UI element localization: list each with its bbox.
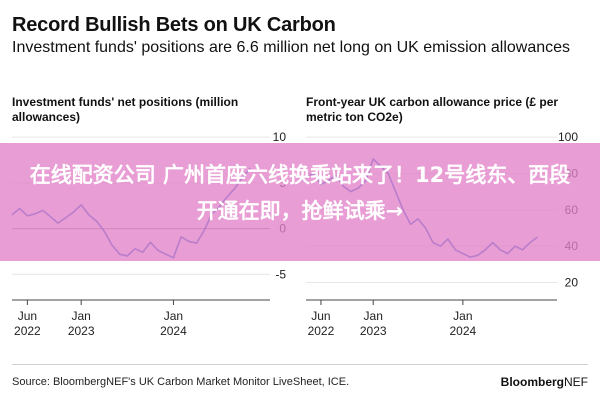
brand-bold: Bloomberg bbox=[500, 375, 564, 389]
panel2-y-tick-label: 100 bbox=[558, 130, 578, 144]
panel2-x-tick-label: Jan 2023 bbox=[360, 309, 387, 338]
source-note: Source: BloombergNEF's UK Carbon Market … bbox=[12, 376, 350, 388]
chart-title: Record Bullish Bets on UK Carbon bbox=[12, 14, 336, 36]
left-panel-title: Investment funds' net positions (million… bbox=[12, 95, 239, 124]
panel2-y-tick-label: 20 bbox=[565, 276, 579, 290]
panel1-y-tick-label: 10 bbox=[273, 130, 287, 144]
panel1-x-tick-label: Jun 2022 bbox=[14, 309, 41, 338]
panel1-y-tick-label: -5 bbox=[275, 267, 286, 281]
brand-rest: NEF bbox=[564, 375, 588, 389]
ad-banner[interactable] bbox=[0, 143, 600, 261]
brand-logo: BloombergNEF bbox=[501, 375, 588, 389]
chart-subtitle: Investment funds' positions are 6.6 mill… bbox=[12, 39, 571, 56]
panel1-x-tick-label: Jan 2024 bbox=[160, 309, 187, 338]
right-panel-title: Front-year UK carbon allowance price (£ … bbox=[306, 95, 559, 124]
ad-banner-text[interactable]: 在线配资公司 广州首座六线换乘站来了！12号线东、西段开通在即，抢鲜试乘→ bbox=[29, 163, 571, 223]
panel1-x-tick-label: Jan 2023 bbox=[68, 309, 95, 338]
panel2-x-tick-label: Jun 2022 bbox=[308, 309, 335, 338]
footer-divider bbox=[12, 364, 588, 365]
panel2-x-tick-label: Jan 2024 bbox=[449, 309, 476, 338]
